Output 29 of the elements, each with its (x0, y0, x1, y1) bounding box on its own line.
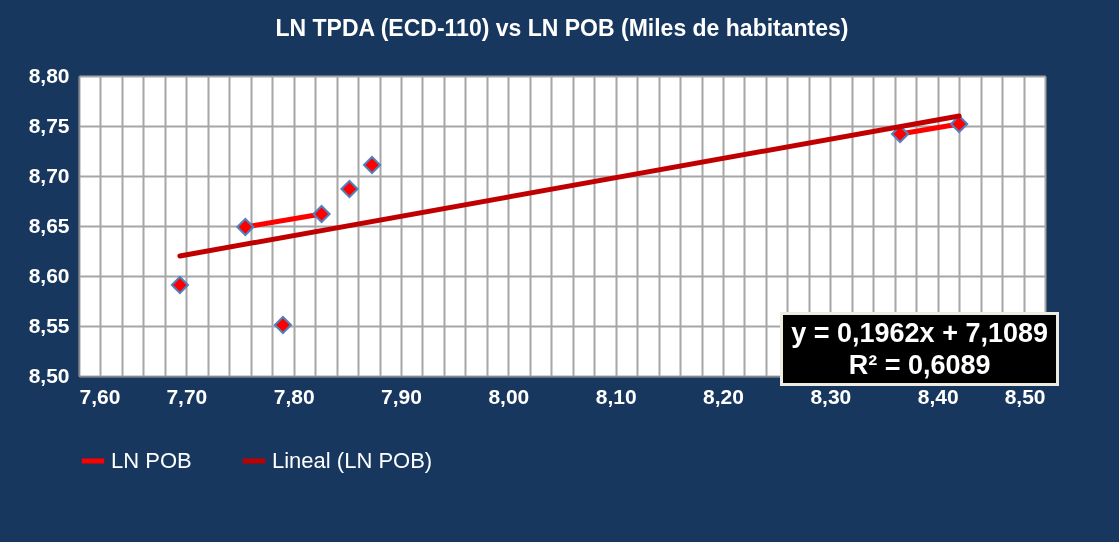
x-tick-label: 7,60 (79, 384, 121, 408)
point (170, 275, 189, 295)
y-tick-label: 8,75 (28, 113, 70, 137)
point (273, 315, 292, 335)
point (362, 155, 382, 175)
x-tick-label: 7,80 (273, 384, 315, 408)
y-tick-label: 8,70 (28, 163, 70, 187)
annotation: R² = 0,6089 (847, 349, 992, 381)
y-tick-label: 8,50 (28, 363, 70, 387)
point (236, 217, 255, 237)
legend-label: Lineal (LN POB) (272, 448, 433, 473)
x-tick-label: 8,20 (703, 384, 744, 408)
annotation: y = 0,1962x + 7,1089 (791, 317, 1048, 349)
x-tick-label: 8,00 (488, 384, 530, 408)
x-tick-label: 8,30 (810, 384, 852, 408)
y-tick-label: 8,55 (28, 313, 70, 337)
y-tick-label: 8,65 (28, 213, 70, 237)
x-tick-label: 8,50 (1004, 384, 1046, 408)
y-tick-label: 8,60 (28, 263, 70, 287)
x-tick-label: 7,70 (166, 384, 208, 408)
chart-title: LN TPDA (ECD-110) vs LN POB (Miles de habitantes) (275, 15, 849, 41)
point (950, 114, 969, 134)
x-tick-label: 7,90 (381, 384, 422, 408)
y-tick-label: 8,80 (28, 63, 70, 87)
x-tick-label: 8,40 (917, 384, 959, 408)
legend-label: LN POB (111, 448, 192, 473)
point (340, 179, 359, 199)
point (312, 204, 331, 224)
x-tick-label: 8,10 (595, 384, 637, 408)
